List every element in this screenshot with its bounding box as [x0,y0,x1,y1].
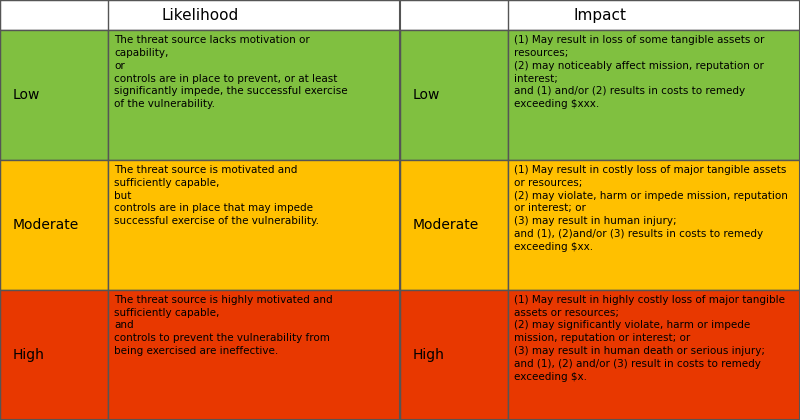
Bar [0,290,108,420]
Bar [0,30,108,160]
Text: Low: Low [13,88,40,102]
Text: Moderate: Moderate [413,218,479,232]
Text: Impact: Impact [574,8,626,23]
Text: The threat source is motivated and
sufficiently capable,
but
controls are in pla: The threat source is motivated and suffi… [114,165,319,226]
Text: (1) May result in loss of some tangible assets or
resources;
(2) may noticeably : (1) May result in loss of some tangible … [514,35,765,109]
Text: Low: Low [413,88,440,102]
Text: The threat source lacks motivation or
capability,
or
controls are in place to pr: The threat source lacks motivation or ca… [114,35,348,109]
Text: (1) May result in highly costly loss of major tangible
assets or resources;
(2) : (1) May result in highly costly loss of … [514,295,786,382]
Bar [508,290,800,420]
Bar [400,30,508,160]
Text: The threat source is highly motivated and
sufficiently capable,
and
controls to : The threat source is highly motivated an… [114,295,333,356]
Text: High: High [13,348,45,362]
Bar [0,0,800,30]
Bar [0,160,108,290]
Text: Likelihood: Likelihood [162,8,238,23]
Text: (1) May result in costly loss of major tangible assets
or resources;
(2) may vio: (1) May result in costly loss of major t… [514,165,788,252]
Text: Moderate: Moderate [13,218,79,232]
Bar [508,160,800,290]
Text: High: High [413,348,445,362]
Bar [108,160,400,290]
Bar [108,290,400,420]
Bar [508,30,800,160]
Bar [108,30,400,160]
Bar [400,290,508,420]
Bar [400,160,508,290]
